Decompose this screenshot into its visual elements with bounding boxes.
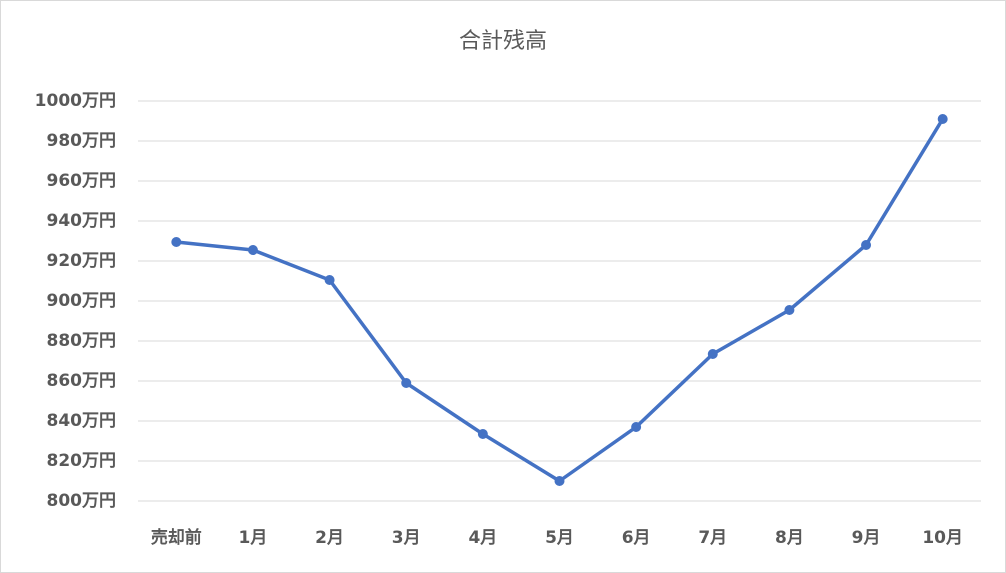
x-tick-label: 6月	[622, 528, 651, 548]
x-tick-label: 5月	[545, 528, 574, 548]
data-point	[631, 422, 642, 432]
y-tick-label: 980万円	[47, 131, 117, 151]
y-tick-label: 1000万円	[35, 91, 116, 111]
x-tick-label: 9月	[852, 528, 881, 548]
y-tick-label: 940万円	[47, 211, 117, 231]
x-tick-label: 2月	[315, 528, 344, 548]
x-tick-label: 3月	[392, 528, 421, 548]
x-tick-label: 10月	[922, 528, 963, 548]
data-point	[171, 237, 182, 247]
data-point	[477, 429, 488, 439]
y-tick-label: 920万円	[47, 251, 117, 271]
y-tick-label: 880万円	[47, 331, 117, 351]
y-tick-label: 840万円	[47, 411, 117, 431]
data-point	[784, 305, 795, 315]
x-tick-label: 1月	[239, 528, 268, 548]
y-tick-label: 900万円	[47, 291, 117, 311]
data-point	[707, 349, 718, 359]
x-tick-label: 売却前	[151, 527, 202, 548]
y-tick-label: 800万円	[47, 491, 117, 511]
data-point	[554, 476, 565, 486]
y-tick-label: 820万円	[47, 451, 117, 471]
data-point	[401, 378, 412, 388]
data-point	[247, 245, 258, 255]
x-tick-label: 8月	[775, 528, 804, 548]
chart-title: 合計残高	[459, 29, 547, 54]
data-point	[937, 114, 948, 124]
y-tick-label: 860万円	[47, 371, 117, 391]
x-tick-label: 7月	[698, 528, 727, 548]
data-point	[324, 275, 335, 285]
data-point	[861, 240, 872, 250]
y-tick-label: 960万円	[47, 171, 117, 191]
x-tick-label: 4月	[468, 528, 497, 548]
